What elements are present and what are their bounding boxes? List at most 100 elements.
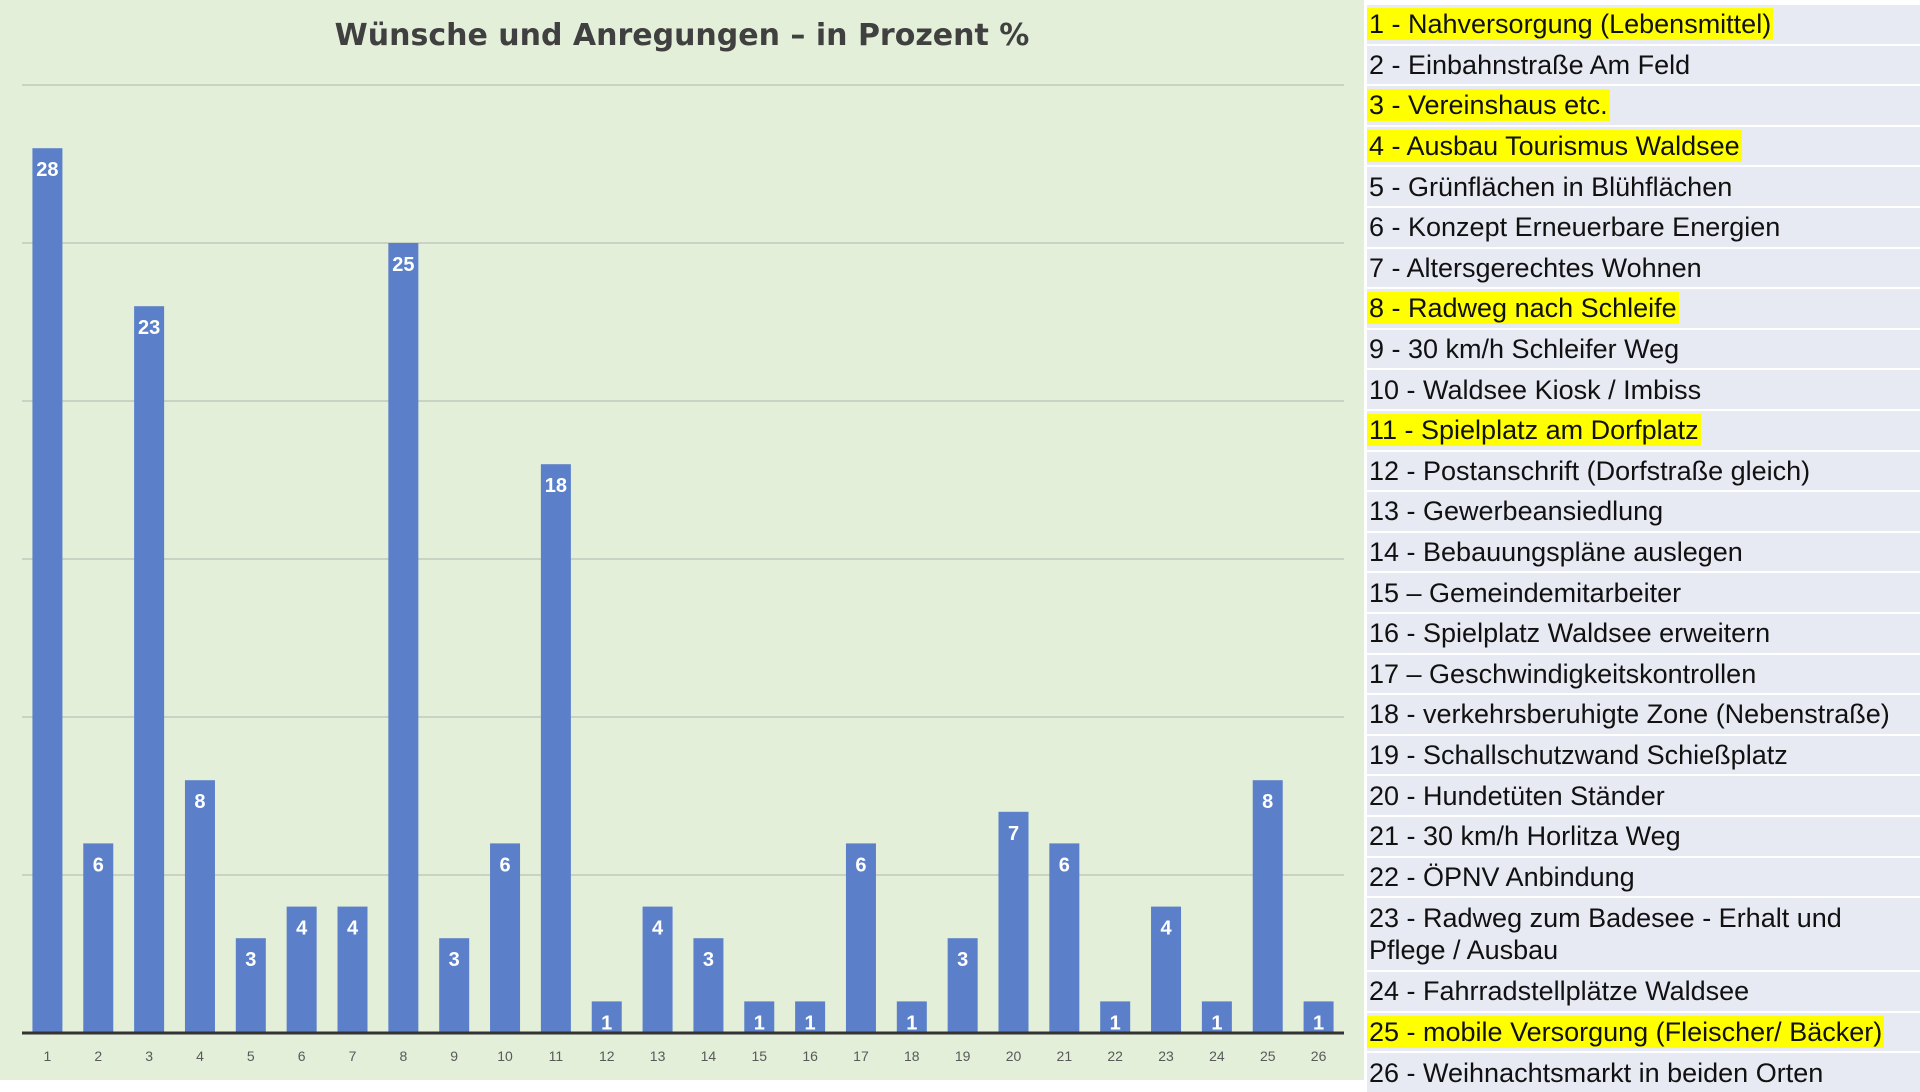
bar-26: [1303, 1001, 1334, 1033]
x-tick-label-26: 26: [1311, 1048, 1327, 1064]
x-tick-label-24: 24: [1209, 1048, 1225, 1064]
data-label-20: 7: [1008, 823, 1019, 845]
x-tick-label-25: 25: [1260, 1048, 1276, 1064]
legend-item-label: 24 - Fahrradstellplätze Waldsee: [1369, 976, 1750, 1007]
legend-item-label: 20 - Hundetüten Ständer: [1369, 780, 1665, 811]
data-label-17: 6: [855, 854, 866, 876]
chart-title: Wünsche und Anregungen – in Prozent %: [334, 18, 1030, 53]
data-label-23: 4: [1160, 918, 1172, 940]
legend-item-5: 5 - Grünflächen in Blühflächen: [1367, 167, 1920, 206]
legend-item-8: 8 - Radweg nach Schleife: [1367, 289, 1920, 328]
legend-item-21: 21 - 30 km/h Horlitza Weg: [1367, 817, 1920, 856]
legend-item-label: 5 - Grünflächen in Blühflächen: [1369, 171, 1733, 202]
legend-item-label: 21 - 30 km/h Horlitza Weg: [1369, 821, 1681, 852]
legend-item-label: 10 - Waldsee Kiosk / Imbiss: [1369, 374, 1702, 405]
bar-18: [896, 1001, 927, 1033]
legend-item-label: 18 - verkehrsberuhigte Zone (Nebenstraße…: [1369, 699, 1890, 730]
legend-panel: 1 - Nahversorgung (Lebensmittel) 2 - Einb…: [1364, 0, 1920, 1092]
bar-22: [1100, 1001, 1131, 1033]
legend-item-11: 11 - Spielplatz am Dorfplatz: [1367, 411, 1920, 450]
legend-item-label: 26 - Weihnachtsmarkt in beiden Orten: [1369, 1057, 1824, 1088]
x-tick-label-19: 19: [955, 1048, 971, 1064]
bar-1: [32, 148, 63, 1033]
bar-16: [795, 1001, 826, 1033]
legend-item-label: 23 - Radweg zum Badesee - Erhalt und Pfl…: [1369, 903, 1842, 966]
bar-12: [591, 1001, 622, 1033]
bar-5: [235, 938, 266, 1033]
legend-item-4: 4 - Ausbau Tourismus Waldsee: [1367, 126, 1920, 166]
x-tick-label-8: 8: [399, 1048, 407, 1064]
legend-item-label: 8 - Radweg nach Schleife: [1367, 292, 1679, 325]
legend-item-25: 25 - mobile Versorgung (Fleischer/ Bäcke…: [1367, 1012, 1920, 1052]
data-label-11: 18: [545, 475, 567, 497]
x-tick-label-22: 22: [1107, 1048, 1123, 1064]
data-label-26: 1: [1313, 1012, 1324, 1034]
legend-item-label: 1 - Nahversorgung (Lebensmittel): [1367, 8, 1774, 41]
legend-item-label: 3 - Vereinshaus etc.: [1367, 89, 1610, 122]
x-tick-label-16: 16: [802, 1048, 818, 1064]
data-label-18: 1: [906, 1012, 917, 1034]
legend-item-10: 10 - Waldsee Kiosk / Imbiss: [1367, 370, 1920, 409]
bar-9: [439, 938, 470, 1033]
legend-item-22: 22 - ÖPNV Anbindung: [1367, 857, 1920, 897]
bar-23: [1151, 906, 1182, 1033]
bar-19: [947, 938, 978, 1033]
legend-item-13: 13 - Gewerbeansiedlung: [1367, 492, 1920, 531]
x-tick-label-12: 12: [599, 1048, 615, 1064]
data-label-8: 25: [392, 254, 414, 276]
bar-13: [642, 906, 673, 1033]
legend-item-9: 9 - 30 km/h Schleifer Weg: [1367, 329, 1920, 369]
x-tick-label-15: 15: [751, 1048, 767, 1064]
chart-panel: Wünsche und Anregungen – in Prozent % 28…: [0, 0, 1364, 1080]
data-label-12: 1: [601, 1012, 612, 1034]
bar-2: [83, 843, 114, 1033]
legend-item-label: 16 - Spielplatz Waldsee erweitern: [1369, 618, 1771, 649]
data-label-2: 6: [93, 854, 104, 876]
x-tick-label-10: 10: [497, 1048, 513, 1064]
bar-14: [693, 938, 724, 1033]
x-tick-label-13: 13: [650, 1048, 666, 1064]
data-label-4: 8: [194, 791, 205, 813]
data-label-10: 6: [499, 854, 510, 876]
bar-8: [388, 243, 419, 1033]
x-tick-label-17: 17: [853, 1048, 869, 1064]
x-tick-label-4: 4: [196, 1048, 204, 1064]
data-label-15: 1: [754, 1012, 765, 1034]
data-label-14: 3: [703, 949, 714, 971]
bar-15: [744, 1001, 775, 1033]
bar-21: [1049, 843, 1080, 1033]
legend-item-24: 24 - Fahrradstellplätze Waldsee: [1367, 972, 1920, 1011]
legend-item-label: 17 – Geschwindigkeitskontrollen: [1369, 658, 1757, 689]
legend-item-label: 4 - Ausbau Tourismus Waldsee: [1367, 130, 1742, 163]
data-label-9: 3: [449, 949, 460, 971]
data-label-25: 8: [1262, 791, 1273, 813]
legend-item-label: 12 - Postanschrift (Dorfstraße gleich): [1369, 455, 1811, 486]
bar-chart: 2816223384354647258396101811112413314115…: [22, 84, 1344, 1064]
data-label-13: 4: [652, 918, 664, 940]
x-tick-label-20: 20: [1006, 1048, 1022, 1064]
legend-item-26: 26 - Weihnachtsmarkt in beiden Orten: [1367, 1053, 1920, 1092]
x-tick-label-11: 11: [549, 1048, 564, 1064]
legend-item-18: 18 - verkehrsberuhigte Zone (Nebenstraße…: [1367, 695, 1920, 734]
legend-item-7: 7 - Altersgerechtes Wohnen: [1367, 248, 1920, 288]
legend-item-label: 2 - Einbahnstraße Am Feld: [1369, 49, 1691, 80]
legend-item-20: 20 - Hundetüten Ständer: [1367, 776, 1920, 815]
x-tick-label-23: 23: [1158, 1048, 1174, 1064]
legend-item-label: 15 – Gemeindemitarbeiter: [1369, 577, 1682, 608]
legend-item-6: 6 - Konzept Erneuerbare Energien: [1367, 208, 1920, 247]
x-tick-label-9: 9: [450, 1048, 458, 1064]
data-label-21: 6: [1059, 854, 1070, 876]
data-label-6: 4: [296, 918, 308, 940]
legend-item-label: 13 - Gewerbeansiedlung: [1369, 496, 1664, 527]
bar-17: [845, 843, 876, 1033]
x-tick-label-14: 14: [701, 1048, 717, 1064]
x-tick-label-18: 18: [904, 1048, 920, 1064]
data-label-16: 1: [805, 1012, 816, 1034]
bar-24: [1201, 1001, 1232, 1033]
x-tick-label-3: 3: [145, 1048, 153, 1064]
bar-4: [184, 780, 215, 1033]
legend-item-2: 2 - Einbahnstraße Am Feld: [1367, 45, 1920, 85]
legend-item-14: 14 - Bebauungspläne auslegen: [1367, 532, 1920, 572]
legend-item-label: 14 - Bebauungspläne auslegen: [1369, 537, 1743, 568]
x-tick-label-6: 6: [298, 1048, 306, 1064]
